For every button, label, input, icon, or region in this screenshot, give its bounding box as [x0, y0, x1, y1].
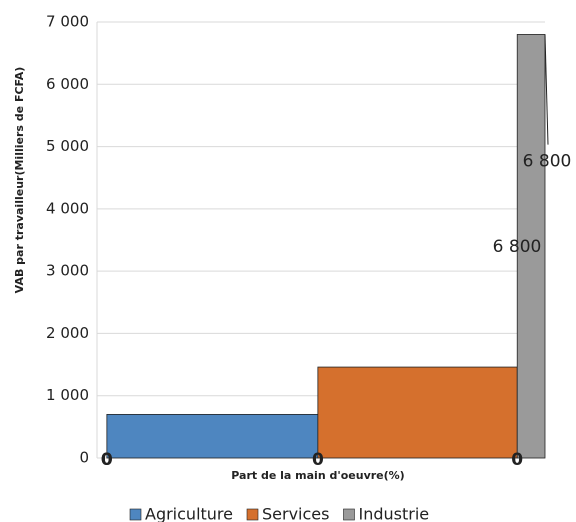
legend-swatch [343, 508, 355, 521]
bottom-label: 0 [511, 450, 523, 470]
y-tick-label: 2 000 [46, 324, 89, 342]
legend-swatch [246, 508, 259, 521]
y-tick-label: 7 000 [46, 13, 89, 31]
bottom-label: 0 [312, 450, 324, 470]
legend-label: Agriculture [145, 505, 233, 522]
bar [516, 34, 546, 459]
bar [317, 366, 518, 459]
annotation: 6 800 [493, 237, 542, 257]
bottom-label: 0 [101, 450, 113, 470]
y-tick-label: 0 [79, 449, 89, 467]
y-axis-label: VAB par travailleur(Milliers de FCFA) [13, 67, 26, 294]
data-label: 6 800 [523, 152, 572, 172]
leader-line [544, 34, 549, 145]
x-axis-label: Part de la main d'oeuvre(%) [231, 469, 404, 482]
y-tick-label: 4 000 [46, 199, 89, 217]
y-tick-label: 5 000 [46, 137, 89, 155]
y-tick-label: 1 000 [46, 386, 89, 404]
legend-label: Industrie [358, 505, 429, 522]
bottom-label: 0 [101, 450, 113, 470]
y-tick-label: 3 000 [46, 262, 89, 280]
bar [106, 413, 319, 459]
legend-swatch [129, 508, 142, 521]
y-tick-label: 6 000 [46, 75, 89, 93]
legend-label: Services [262, 505, 329, 522]
